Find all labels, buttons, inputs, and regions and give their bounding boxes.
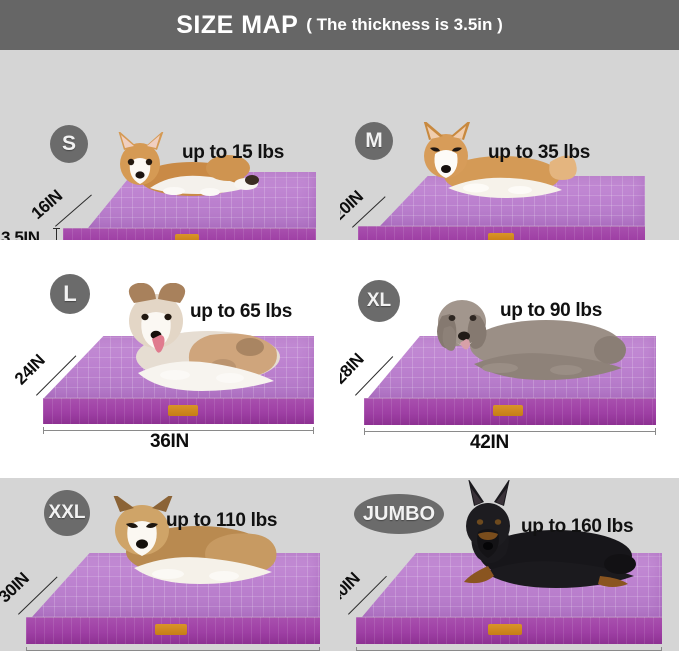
size-badge-l: L — [50, 274, 90, 314]
dog-illustration-weimaraner — [437, 300, 626, 380]
bed-brand-tag — [488, 233, 514, 240]
size-badge-label: M — [365, 129, 383, 152]
page-title: SIZE MAP — [176, 10, 299, 39]
size-badge-m: M — [355, 122, 393, 160]
size-row-2: L up to 65 lbs — [0, 258, 679, 450]
dog-illustration-corgi — [118, 132, 259, 196]
bed-brand-tag — [175, 234, 199, 240]
width-dimension-line-xl — [364, 428, 656, 435]
row-spacer-1 — [0, 240, 679, 258]
size-badge-xl: XL — [358, 280, 400, 322]
size-card-xl[interactable]: XL up to 90 lbs — [340, 258, 679, 450]
dog-illustration-shiba — [423, 122, 577, 198]
size-card-xxl[interactable]: XXL up to 110 lbs — [0, 478, 340, 651]
bed-brand-tag — [168, 405, 198, 416]
size-badge-label: XXL — [48, 502, 86, 523]
size-card-jumbo[interactable]: JUMBO up to 160 lbs — [340, 478, 679, 651]
size-badge-label: L — [63, 281, 77, 306]
size-badge-label: S — [61, 132, 76, 155]
size-card-m[interactable]: M up to 35 lbs — [340, 50, 679, 240]
size-rows: S up to 15 lbs — [0, 50, 679, 651]
bed-brand-tag — [155, 624, 187, 635]
bed-front-panel — [356, 617, 662, 644]
width-label-xl: 42IN — [470, 432, 509, 450]
thickness-label-s: 3.5IN — [1, 228, 40, 240]
size-badge-xxl: XXL — [44, 490, 90, 536]
weight-capacity-xxl: up to 110 lbs — [166, 510, 278, 531]
bed-brand-tag — [488, 624, 522, 635]
size-badge-jumbo: JUMBO — [354, 494, 444, 534]
size-badge-s: S — [50, 125, 88, 163]
dog-illustration-malamute — [113, 496, 277, 584]
size-row-3: XXL up to 110 lbs — [0, 478, 679, 651]
weight-capacity-xl: up to 90 lbs — [500, 300, 602, 321]
size-row-1: S up to 15 lbs — [0, 50, 679, 240]
width-dimension-line-l — [43, 427, 314, 434]
size-card-s[interactable]: S up to 15 lbs — [0, 50, 340, 240]
row-spacer-2 — [0, 450, 679, 478]
thickness-dimension-line-s — [53, 228, 60, 240]
weight-capacity-m: up to 35 lbs — [488, 142, 590, 163]
dog-illustration-aussie — [128, 283, 280, 391]
weight-capacity-jumbo: up to 160 lbs — [521, 516, 634, 537]
page-subtitle: ( The thickness is 3.5in ) — [306, 15, 503, 34]
width-label-l: 36IN — [150, 431, 189, 450]
size-badge-label: JUMBO — [362, 502, 436, 525]
size-badge-label: XL — [366, 290, 392, 311]
header-banner: SIZE MAP ( The thickness is 3.5in ) — [0, 0, 679, 50]
bed-brand-tag — [493, 405, 523, 416]
weight-capacity-s: up to 15 lbs — [182, 142, 284, 163]
weight-capacity-l: up to 65 lbs — [190, 301, 292, 322]
dog-illustration-doberman — [464, 480, 636, 588]
size-card-l[interactable]: L up to 65 lbs — [0, 258, 340, 450]
